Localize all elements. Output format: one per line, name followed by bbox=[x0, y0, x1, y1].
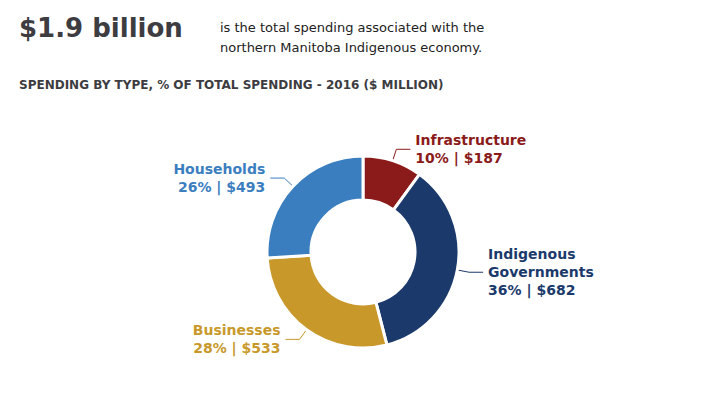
svg-text:SPENDING BY TYPE, % OF TOTAL S: SPENDING BY TYPE, % OF TOTAL SPENDING - … bbox=[19, 78, 443, 92]
svg-text:10% | $187: 10% | $187 bbox=[415, 150, 502, 167]
svg-text:36% | $682: 36% | $682 bbox=[488, 282, 575, 299]
svg-text:26% | $493: 26% | $493 bbox=[178, 179, 265, 196]
svg-text:Governments: Governments bbox=[488, 264, 594, 280]
svg-text:is the total spending associat: is the total spending associated with th… bbox=[220, 20, 484, 35]
svg-text:$1.9 billion: $1.9 billion bbox=[19, 13, 183, 43]
svg-text:Businesses: Businesses bbox=[193, 322, 281, 338]
svg-text:28% | $533: 28% | $533 bbox=[193, 340, 280, 357]
svg-text:Indigenous: Indigenous bbox=[488, 246, 575, 262]
svg-text:Infrastructure: Infrastructure bbox=[415, 132, 526, 148]
svg-text:northern Manitoba Indigenous e: northern Manitoba Indigenous economy. bbox=[220, 40, 482, 55]
svg-text:Households: Households bbox=[173, 161, 265, 177]
